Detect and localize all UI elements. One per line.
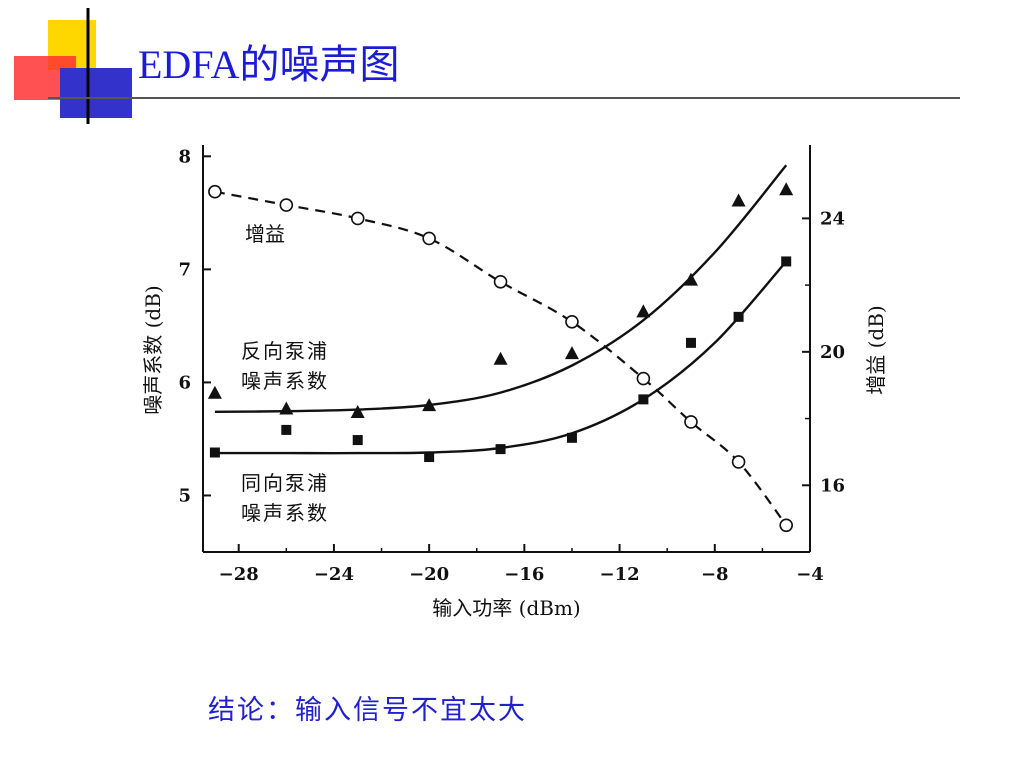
forward-pump-point: [424, 452, 435, 463]
x-tick-label: −24: [314, 564, 354, 585]
y-left-axis-title: 噪声系数 (dB): [141, 285, 165, 414]
y-left-tick-label: 5: [178, 485, 191, 506]
forward-pump-point: [685, 337, 696, 348]
slide-conclusion: 结论：输入信号不宜太大: [208, 695, 527, 726]
backward-pump-point: [422, 398, 437, 412]
backward-pump-point: [731, 193, 746, 207]
gain-dashed-line: [214, 190, 788, 526]
gain-point: [684, 415, 698, 429]
x-tick-label: −8: [701, 564, 729, 585]
forward-pump-point: [638, 394, 649, 405]
deco-blue-square: [60, 68, 132, 118]
y-right-tick-label: 20: [820, 342, 845, 363]
slide-title: EDFA的噪声图: [138, 42, 400, 87]
y-left-tick-label: 7: [178, 259, 191, 280]
gain-point: [422, 231, 436, 246]
forward-pump-point: [209, 447, 220, 458]
gain-point: [731, 455, 746, 469]
fit-curve-line: [214, 164, 788, 413]
x-tick-label: −28: [219, 564, 259, 585]
gain-point: [636, 371, 651, 386]
gain-series-label: 增益: [245, 222, 285, 246]
backward-pump-series-label: 噪声系数: [241, 369, 329, 393]
forward-pump-point: [733, 311, 744, 322]
gain-point: [779, 518, 793, 533]
slide-decoration: [14, 8, 960, 124]
backward-pump-point: [779, 182, 794, 196]
gain-point: [565, 315, 579, 329]
gain-point: [350, 211, 365, 226]
x-tick-label: −16: [504, 564, 544, 585]
y-left-tick-label: 6: [178, 372, 191, 393]
backward-pump-point: [683, 272, 698, 286]
backward-pump-point: [350, 404, 365, 418]
y-right-tick-label: 16: [820, 475, 845, 496]
backward-pump-point: [207, 385, 222, 399]
noise-gain-chart: −28 −24 −20 −16 −12 −8 −4 5 6 7 8 16 20 24 输入功率 (dBm) 噪…: [141, 145, 888, 620]
y-right-tick-label: 24: [820, 208, 845, 229]
x-axis-title: 输入功率 (dBm): [432, 596, 580, 620]
x-tick-label: −4: [796, 564, 824, 585]
forward-pump-point: [495, 444, 506, 455]
gain-point: [208, 184, 222, 199]
x-tick-label: −12: [599, 564, 639, 585]
y-left-tick-label: 8: [178, 146, 191, 167]
x-tick-label: −20: [409, 564, 449, 585]
forward-pump-point: [281, 424, 292, 435]
backward-pump-series-label: 反向泵浦: [241, 339, 329, 363]
gain-point: [279, 198, 294, 212]
forward-pump-point: [352, 435, 363, 446]
backward-pump-point: [636, 304, 651, 318]
forward-pump-point: [781, 256, 792, 267]
forward-pump-series-label: 同向泵浦: [241, 471, 329, 495]
backward-pump-point: [493, 351, 508, 365]
forward-pump-point: [566, 432, 577, 443]
forward-pump-series-label: 噪声系数: [241, 501, 329, 525]
backward-pump-point: [564, 346, 579, 360]
backward-pump-point: [279, 401, 294, 415]
y-right-axis-title: 增益 (dB): [864, 305, 888, 394]
gain-point: [493, 274, 508, 289]
